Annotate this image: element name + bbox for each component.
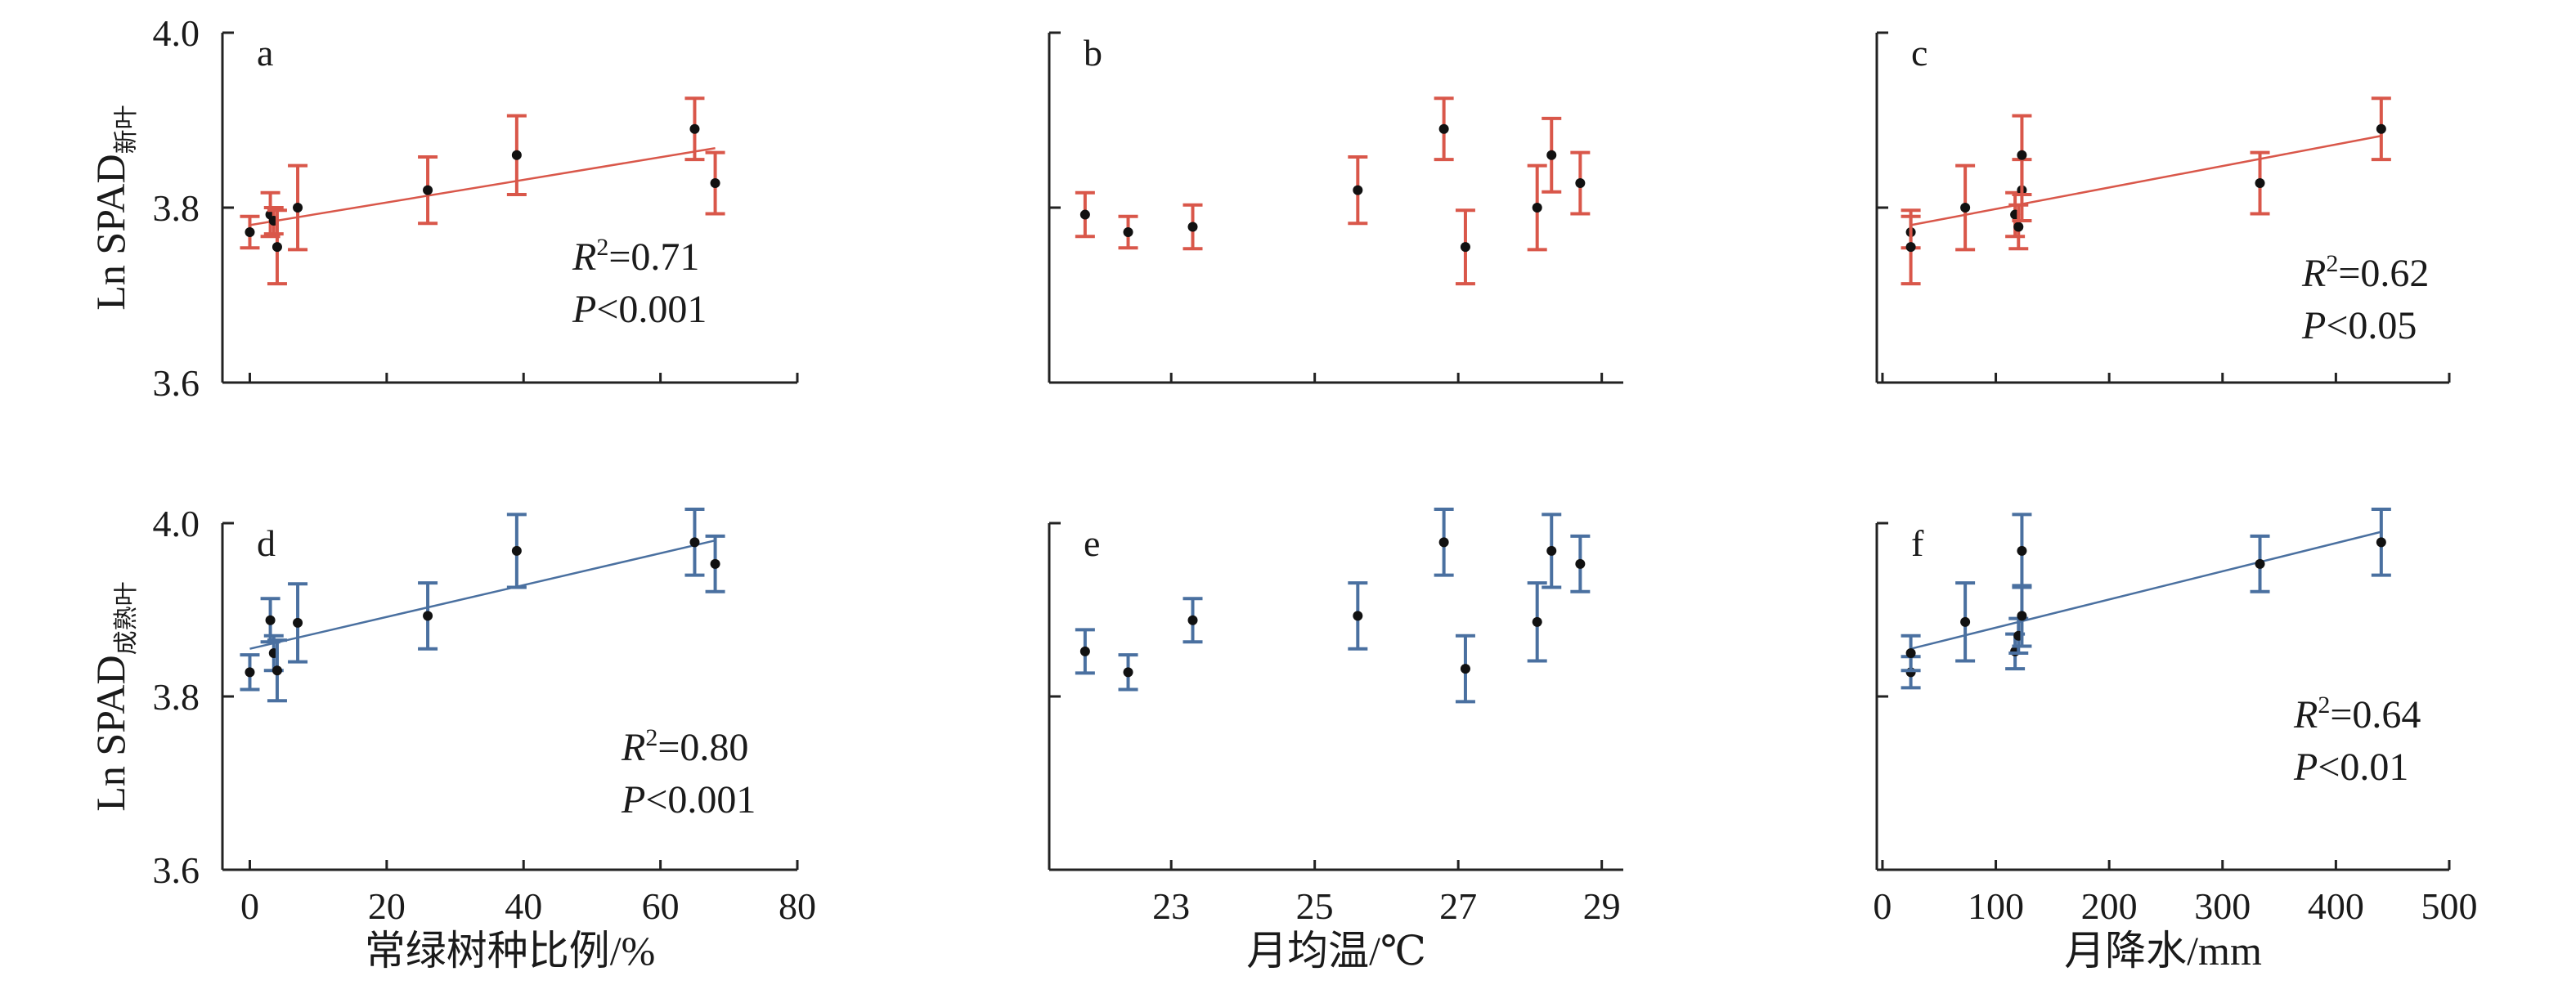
data-point: [710, 558, 720, 569]
y-tick-label: 4.0: [153, 503, 200, 544]
data-point: [245, 226, 255, 237]
data-point: [1438, 537, 1449, 548]
panel-b: b: [1048, 31, 1623, 384]
data-point: [1960, 203, 1971, 213]
data-point: [1546, 545, 1557, 556]
regression-line: [1910, 531, 2382, 650]
p-value-label: P<0.001: [621, 778, 756, 822]
data-point: [1123, 667, 1133, 678]
y-tick-label: 4.0: [153, 12, 200, 54]
regression-line: [249, 147, 716, 226]
y-tick-label: 3.8: [153, 676, 200, 718]
x-tick-label: 400: [2308, 885, 2364, 927]
data-point: [293, 203, 303, 213]
r-squared-label: R2=0.62: [2301, 250, 2429, 295]
r-squared-label: R2=0.71: [572, 234, 699, 279]
data-point: [1460, 242, 1470, 253]
data-point: [1353, 185, 1363, 195]
data-point: [2017, 545, 2027, 556]
panel-letter: e: [1084, 522, 1100, 564]
data-point: [272, 665, 282, 676]
panel-e: 23 25 27 29 e: [1048, 508, 1623, 927]
x-tick-label: 500: [2421, 885, 2478, 927]
panel-f: 0 100 200 300 400 500 f R2=0.64 P<0.01: [1873, 508, 2478, 927]
p-value-label: P<0.05: [2301, 304, 2417, 347]
p-value-label: P<0.001: [572, 288, 707, 331]
data-point: [1905, 242, 1916, 253]
r-squared-label: R2=0.80: [621, 724, 748, 769]
regression-line: [249, 539, 716, 650]
data-point: [689, 123, 700, 134]
x-tick-label: 200: [2081, 885, 2138, 927]
data-point: [1532, 616, 1542, 627]
x-axis-title: 常绿树种比例/%: [365, 928, 656, 974]
data-point: [423, 185, 433, 195]
data-point: [1575, 558, 1586, 569]
x-tick-label: 100: [1968, 885, 2024, 927]
y-tick-label: 3.8: [153, 187, 200, 229]
data-point: [1905, 648, 1916, 658]
r-squared-label: R2=0.64: [2293, 692, 2421, 737]
data-point: [1532, 203, 1542, 213]
x-axis-title: 月降水/mm: [2064, 928, 2262, 974]
panel-letter: c: [1911, 32, 1928, 74]
data-point: [265, 615, 276, 625]
panel-letter: b: [1084, 32, 1102, 74]
x-tick-label: 23: [1152, 885, 1190, 927]
x-tick-label: 40: [505, 885, 542, 927]
data-point: [2017, 611, 2027, 621]
data-point: [293, 617, 303, 628]
x-tick-label: 29: [1583, 885, 1621, 927]
panel-a: 3.6 3.8 4.0 a R2=0.71 P<0.001: [153, 12, 799, 404]
panel-c: c R2=0.62 P<0.05: [1875, 31, 2451, 384]
data-point: [1438, 123, 1449, 134]
data-point: [1960, 616, 1971, 627]
x-tick-label: 25: [1296, 885, 1334, 927]
data-point: [511, 150, 522, 160]
data-point: [689, 537, 700, 548]
x-tick-label: 0: [240, 885, 259, 927]
data-point: [2017, 150, 2027, 160]
data-point: [2376, 537, 2386, 548]
data-point: [1353, 611, 1363, 621]
data-point: [2255, 558, 2265, 569]
panel-d: 3.6 3.8 4.0 0 20 40 60 80 d R2=0.80 P<0.001: [153, 503, 817, 927]
y-axis-title-bottom: Ln SPAD成熟叶: [88, 581, 141, 811]
x-axis-title: 月均温/℃: [1246, 928, 1426, 974]
data-point: [1079, 646, 1090, 656]
x-tick-label: 20: [368, 885, 406, 927]
data-point: [1187, 222, 1198, 232]
data-point: [1460, 664, 1470, 674]
data-point: [1187, 615, 1198, 625]
x-tick-label: 300: [2194, 885, 2251, 927]
y-tick-label: 3.6: [153, 849, 200, 891]
panel-letter: f: [1911, 522, 1924, 564]
y-axis-title-top: Ln SPAD新叶: [88, 105, 141, 310]
data-point: [423, 611, 433, 621]
x-tick-label: 80: [779, 885, 816, 927]
data-point: [1123, 226, 1133, 237]
panel-letter: d: [257, 522, 276, 564]
x-tick-label: 60: [642, 885, 680, 927]
p-value-label: P<0.01: [2293, 746, 2408, 789]
data-point: [2013, 222, 2024, 232]
data-point: [511, 545, 522, 556]
data-point: [710, 178, 720, 189]
data-point: [1079, 209, 1090, 220]
x-tick-label: 0: [1873, 885, 1892, 927]
data-point: [1575, 178, 1586, 189]
y-tick-label: 3.6: [153, 362, 200, 404]
panel-letter: a: [257, 32, 273, 74]
x-tick-label: 27: [1439, 885, 1477, 927]
data-point: [2255, 178, 2265, 189]
data-point: [1546, 150, 1557, 160]
regression-line: [1910, 135, 2382, 226]
data-point: [245, 667, 255, 678]
data-point: [272, 242, 282, 253]
data-point: [2376, 123, 2386, 134]
